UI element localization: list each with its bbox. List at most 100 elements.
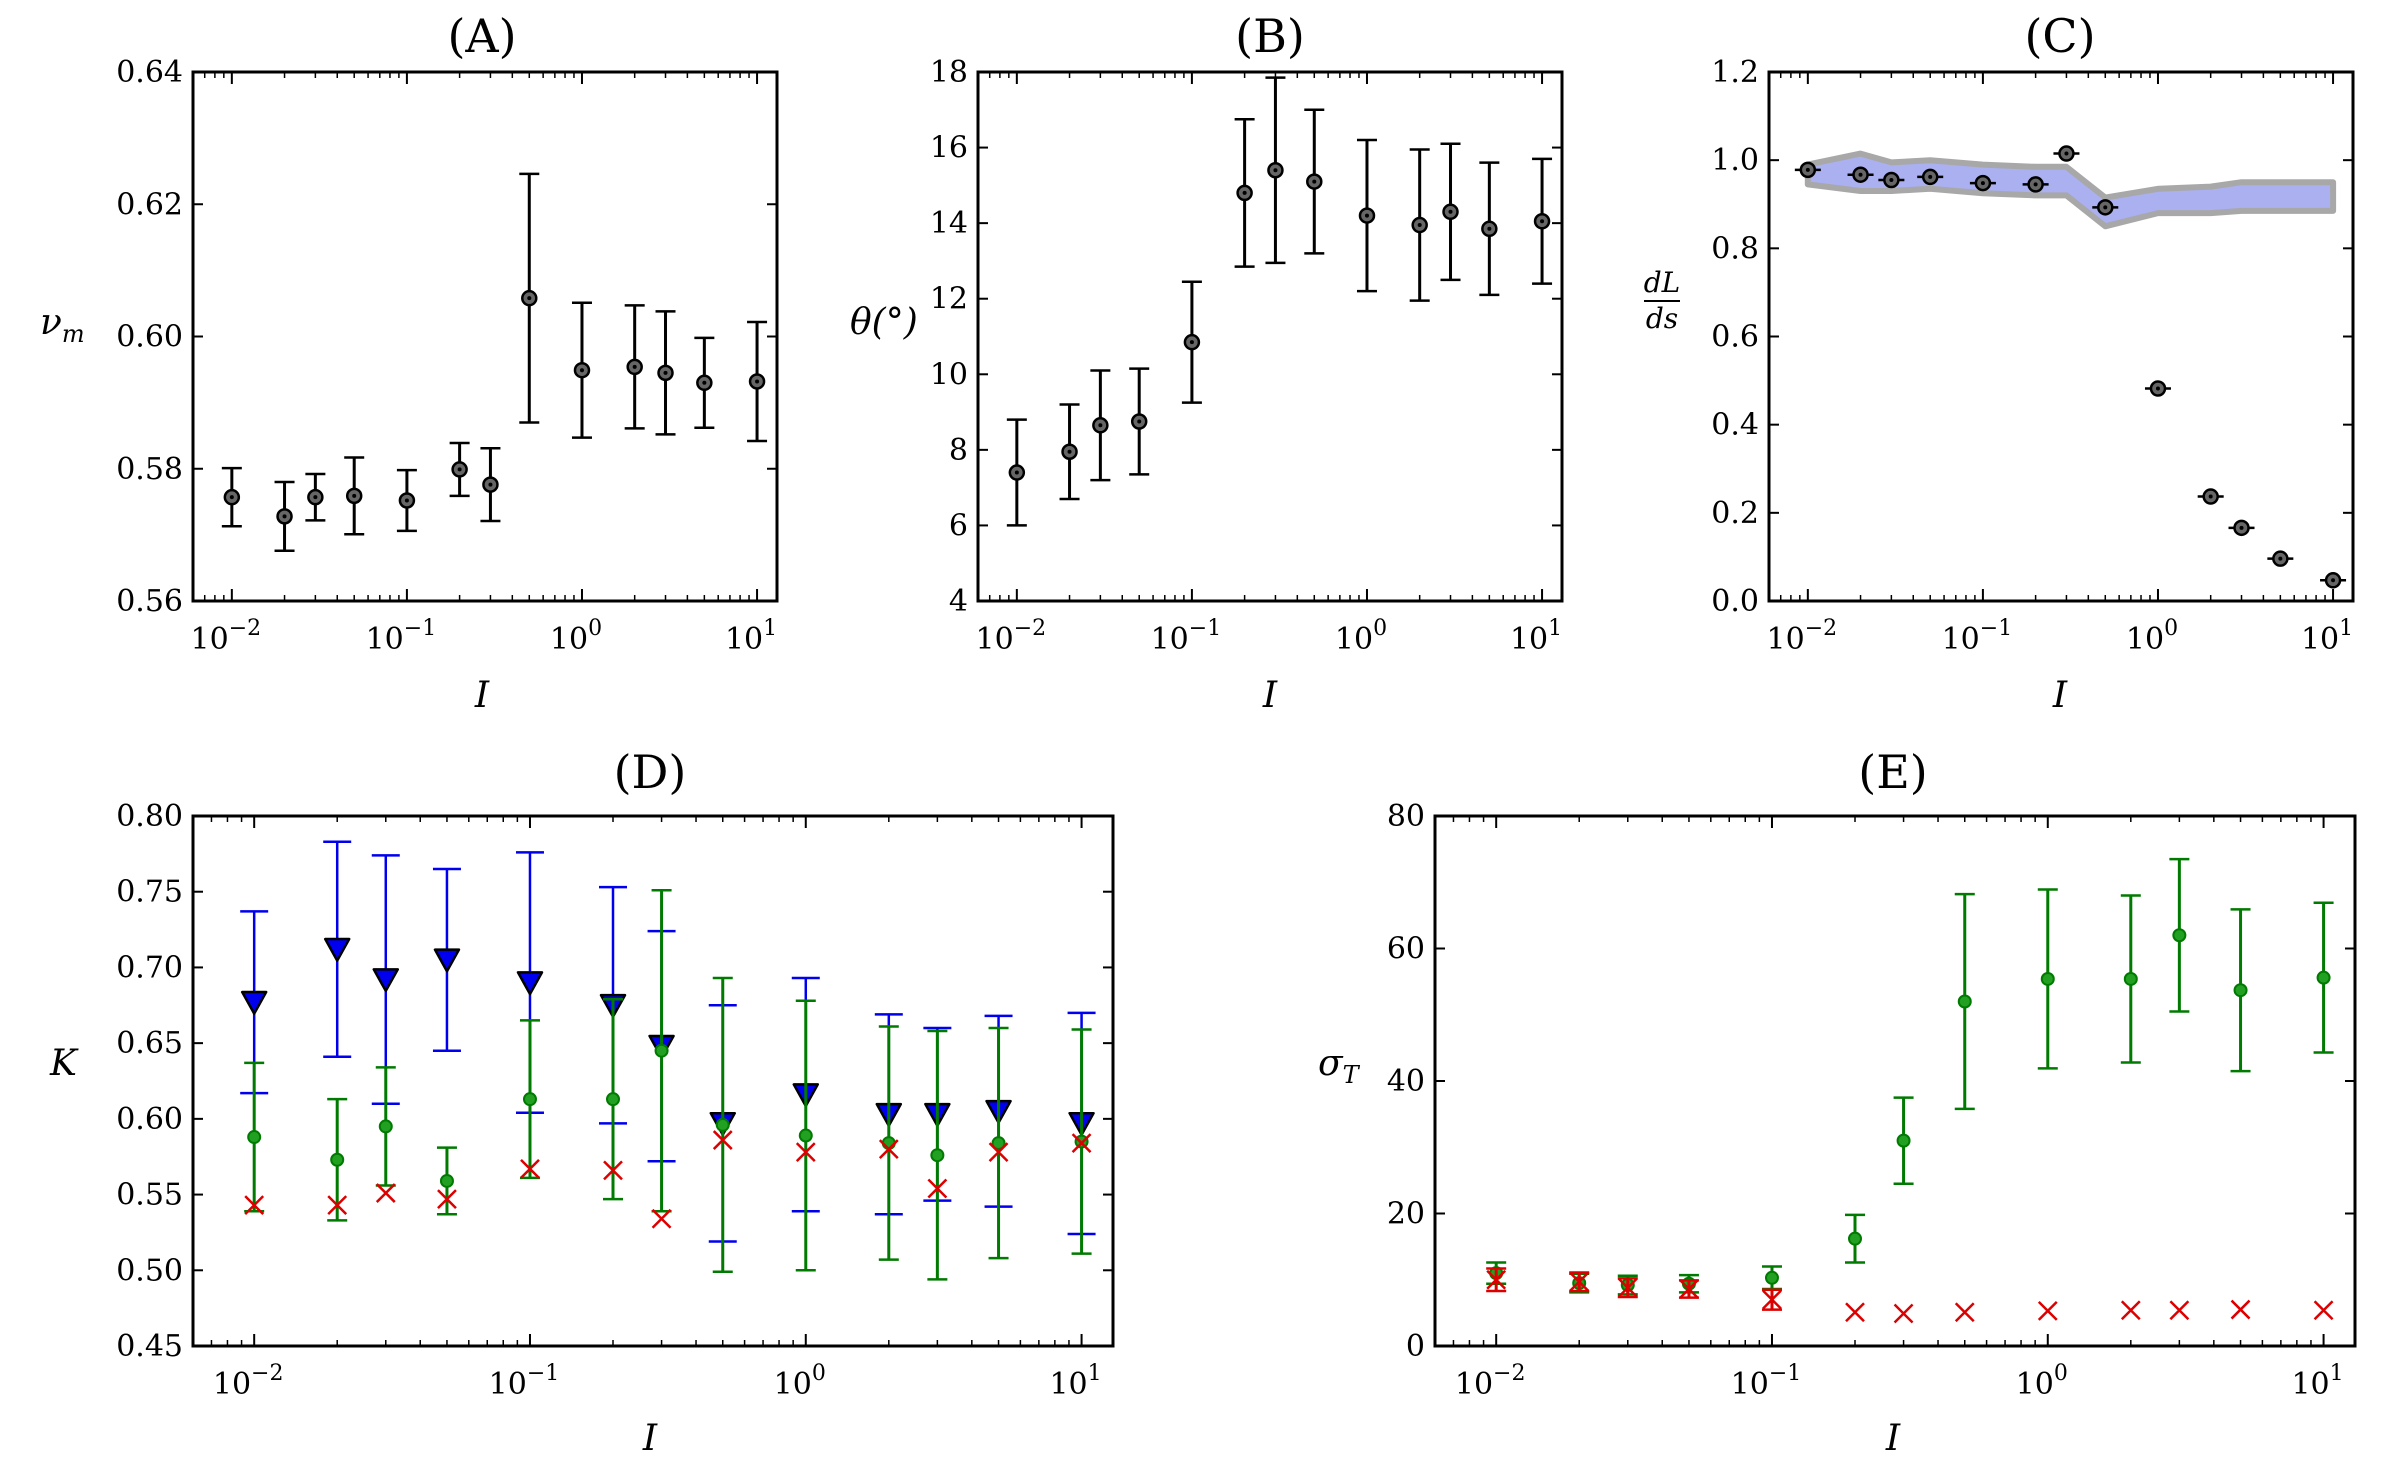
panel-e-point-green xyxy=(1957,994,1972,1009)
panel-e-point-red xyxy=(1845,1302,1865,1323)
panel-c-point-center xyxy=(1889,178,1894,183)
panel-d-xtick-label: 100 xyxy=(774,1361,826,1402)
panel-c-ytick-label: 0.2 xyxy=(1711,496,1759,531)
panel-a-point-center xyxy=(457,467,462,472)
panel-d-point-red xyxy=(437,1189,457,1209)
panel-d-point-red xyxy=(651,1208,672,1229)
panel-d-point-red xyxy=(375,1183,396,1203)
panel-e-point-green xyxy=(2233,983,2248,998)
panel-d-point-green xyxy=(378,1119,393,1134)
panel-d-point-red xyxy=(878,1139,899,1160)
panel-b-point-center xyxy=(1098,423,1103,428)
panel-a-xtick-label: 10−2 xyxy=(191,616,262,657)
panel-b-point-center xyxy=(1487,226,1492,231)
panel-a-point-center xyxy=(488,482,493,487)
panel-e-point-red xyxy=(2169,1300,2190,1321)
panel-e-point-red xyxy=(2230,1299,2251,1320)
panel-d-ytick-label: 0.45 xyxy=(116,1329,183,1364)
panel-e-xtick-label: 10−1 xyxy=(1731,1361,1802,1402)
panel-d-point-blue xyxy=(240,990,268,1015)
panel-b: (B) I θ(°) 4 6 8 10 12 14 16 18 10−2 10−1 100 101 xyxy=(850,9,1564,716)
panel-d-point-green xyxy=(654,1043,669,1058)
panel-e-xtick-label: 100 xyxy=(2016,1361,2068,1402)
panel-b-ytick-label: 14 xyxy=(930,206,968,241)
panel-b-xtick-label: 100 xyxy=(1335,616,1387,657)
panel-d-ylabel: K xyxy=(49,1043,79,1084)
panel-d-point-green xyxy=(330,1152,345,1167)
panel-d-ytick-label: 0.75 xyxy=(116,875,183,910)
panel-a-title: (A) xyxy=(447,9,516,63)
panel-b-xlabel: I xyxy=(1262,675,1278,716)
panel-a-point-center xyxy=(313,495,318,500)
panel-d-ytick-label: 0.65 xyxy=(116,1026,183,1061)
panel-d-point-red xyxy=(520,1158,540,1179)
panel-b-point-center xyxy=(1014,470,1019,475)
panel-e-point-red xyxy=(1762,1289,1782,1310)
panel-d-xlabel: I xyxy=(642,1418,658,1459)
panel-d-point-green xyxy=(439,1173,454,1188)
panel-b-point-center xyxy=(1540,219,1545,224)
panel-a-point-center xyxy=(663,370,668,375)
panel-e-xlabel: I xyxy=(1885,1418,1901,1459)
panel-d-point-red xyxy=(603,1160,623,1181)
panel-d-point-green xyxy=(606,1092,621,1107)
panel-b-point-center xyxy=(1364,213,1369,218)
panel-e-point-red xyxy=(2120,1300,2141,1321)
panel-b-xtick-label: 101 xyxy=(1510,616,1562,657)
panel-b-point-center xyxy=(1448,209,1453,214)
panel-c-ytick-label: 1.2 xyxy=(1711,55,1759,90)
panel-a-ytick-label: 0.62 xyxy=(116,187,183,222)
panel-e-ytick-label: 40 xyxy=(1387,1064,1425,1099)
panel-c-point-center xyxy=(2033,182,2038,187)
panel-d-ytick-label: 0.55 xyxy=(116,1178,183,1213)
panel-e-point-green xyxy=(2040,971,2055,986)
panel-e-point-red xyxy=(2313,1300,2334,1321)
panel-a-point-center xyxy=(632,364,637,369)
panel-b-ylabel: θ(°) xyxy=(850,302,918,343)
panel-e-point-green xyxy=(2172,928,2187,943)
panel-b-point-center xyxy=(1417,223,1422,228)
panel-b-point-center xyxy=(1189,340,1194,345)
panel-c-point-center xyxy=(2064,151,2069,156)
panel-c-xtick-label: 100 xyxy=(2126,616,2178,657)
panel-d-point-red xyxy=(988,1142,1009,1163)
panel-c-xtick-label: 10−1 xyxy=(1942,616,2013,657)
panel-d-point-green xyxy=(991,1136,1006,1151)
panel-a-point-center xyxy=(229,495,234,500)
panel-c-point-center xyxy=(2208,494,2213,499)
panel-a-point-center xyxy=(579,368,584,373)
panel-c-xtick-label: 10−2 xyxy=(1767,616,1838,657)
panel-e-title: (E) xyxy=(1858,745,1927,799)
panel-c-point-center xyxy=(2103,205,2108,210)
panel-b-point-center xyxy=(1242,190,1247,195)
panel-c-point-center xyxy=(1805,167,1810,172)
panel-b-frame xyxy=(976,70,1564,603)
panel-d-xtick-label: 101 xyxy=(1049,1361,1101,1402)
panel-a-xtick-label: 10−1 xyxy=(366,616,437,657)
panel-e-point-red xyxy=(1679,1279,1699,1299)
panel-b-xtick-label: 10−2 xyxy=(976,616,1047,657)
panel-b-ytick-label: 6 xyxy=(949,508,968,543)
panel-e-point-red xyxy=(1617,1277,1638,1298)
panel-d-ytick-label: 0.50 xyxy=(116,1253,183,1288)
panel-c-point-center xyxy=(2155,386,2160,391)
panel-c-ytick-label: 0.0 xyxy=(1711,584,1759,619)
panel-e-ytick-label: 60 xyxy=(1387,932,1425,967)
panel-c: (C) I dL ds 0.0 0.2 0.4 0.6 0.8 1.0 1.2 10−2 10−… xyxy=(1644,9,2355,716)
panel-d-ytick-label: 0.60 xyxy=(116,1102,183,1137)
panel-b-ytick-label: 12 xyxy=(930,282,968,317)
panel-c-ytick-label: 0.8 xyxy=(1711,231,1759,266)
panel-d-point-blue xyxy=(433,948,461,973)
panel-b-ytick-label: 10 xyxy=(930,357,968,392)
panel-a-xtick-label: 101 xyxy=(725,616,777,657)
panel-a-point-center xyxy=(352,493,357,498)
panel-e-point-red xyxy=(2037,1301,2058,1321)
panel-e-ylabel: σT xyxy=(1318,1043,1361,1089)
panel-e-point-red xyxy=(1893,1303,1914,1324)
panel-a-point-center xyxy=(282,514,287,519)
panel-b-point-center xyxy=(1273,168,1278,173)
panel-b-xtick-label: 10−1 xyxy=(1151,616,1222,657)
panel-e-ytick-label: 20 xyxy=(1387,1197,1425,1232)
panel-d-point-green xyxy=(522,1092,537,1107)
